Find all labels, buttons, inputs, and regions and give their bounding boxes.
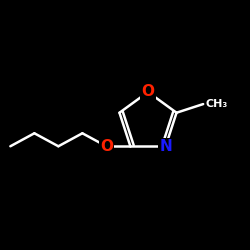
Text: N: N	[159, 139, 172, 154]
Text: O: O	[142, 84, 154, 100]
Text: O: O	[100, 139, 113, 154]
Text: CH₃: CH₃	[205, 99, 228, 109]
